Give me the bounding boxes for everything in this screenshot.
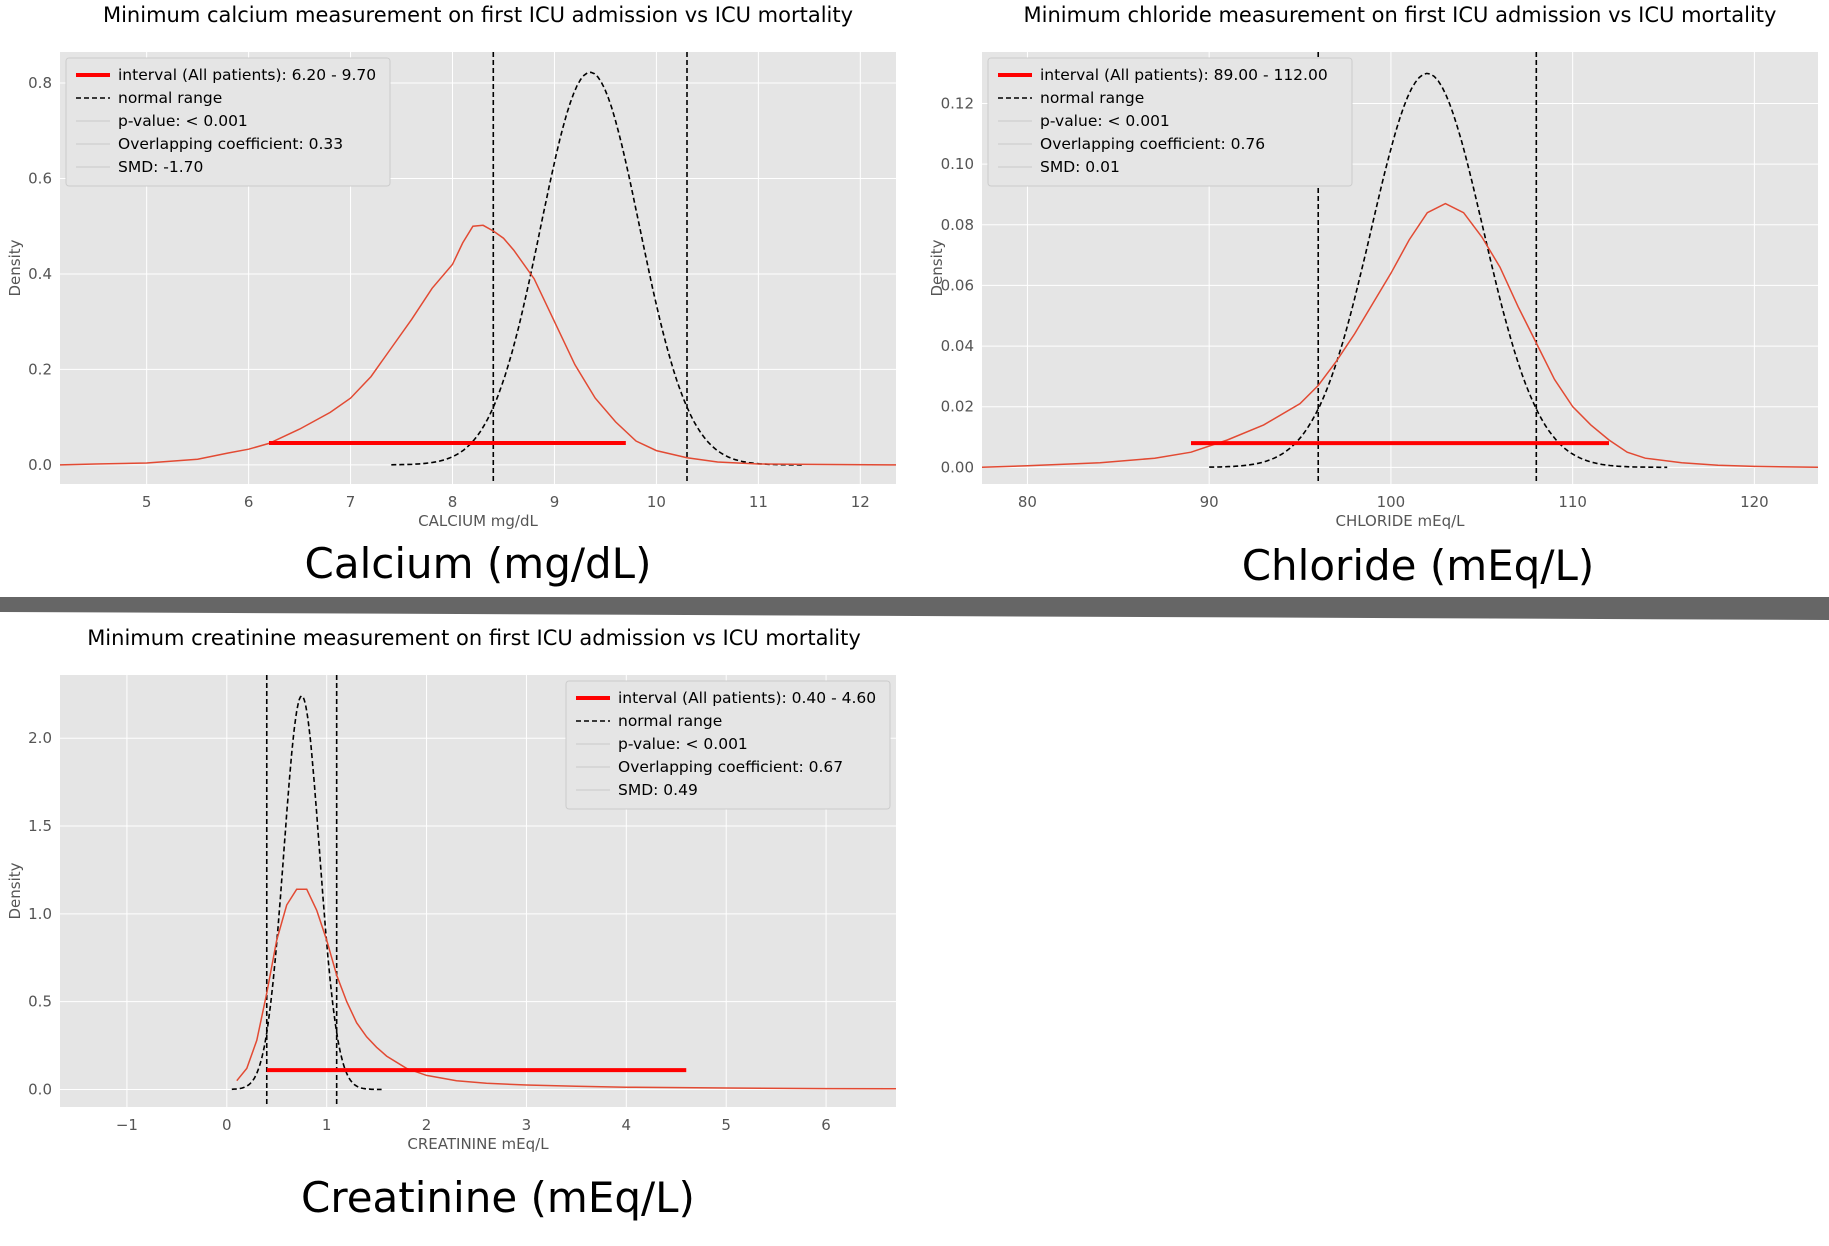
chart-title: Minimum calcium measurement on first ICU… bbox=[103, 3, 853, 27]
panel-caption: Calcium (mg/dL) bbox=[305, 539, 652, 588]
density-curve bbox=[236, 888, 896, 1090]
x-tick-label: 80 bbox=[1018, 493, 1037, 511]
legend-label: Overlapping coefficient: 0.67 bbox=[618, 758, 843, 776]
chloride-chart: 80 90 100 110 120 0.00 0.02 0.04 0.06 0.08 0.10 0.1… bbox=[928, 3, 1818, 590]
x-tick-label: −1 bbox=[116, 1116, 138, 1134]
y-tick-label: 0.10 bbox=[941, 155, 974, 173]
legend-label: interval (All patients): 6.20 - 9.70 bbox=[118, 66, 376, 84]
y-axis-label: Density bbox=[6, 862, 24, 919]
legend-label: p-value: < 0.001 bbox=[118, 112, 248, 130]
legend-label: SMD: -1.70 bbox=[118, 158, 203, 176]
x-tick-label: 6 bbox=[244, 493, 254, 511]
legend-box bbox=[987, 57, 1353, 187]
legend-label: SMD: 0.49 bbox=[618, 781, 698, 799]
x-tick-label: 1 bbox=[322, 1116, 332, 1134]
x-tick-label: 12 bbox=[851, 493, 870, 511]
y-tick-label: 0.04 bbox=[941, 337, 974, 355]
legend-label: interval (All patients): 0.40 - 4.60 bbox=[618, 689, 876, 707]
chart-title: Minimum chloride measurement on first IC… bbox=[1024, 3, 1777, 27]
x-tick-label: 4 bbox=[622, 1116, 632, 1134]
y-tick-label: 0.12 bbox=[941, 95, 974, 113]
chart-title: Minimum creatinine measurement on first … bbox=[87, 626, 861, 650]
x-axis-label: CHLORIDE mEq/L bbox=[1335, 512, 1465, 530]
x-tick-label: 3 bbox=[522, 1116, 532, 1134]
x-tick-label: 2 bbox=[422, 1116, 432, 1134]
legend-label: normal range bbox=[1040, 89, 1144, 107]
x-tick-label: 100 bbox=[1377, 493, 1406, 511]
x-tick-label: 7 bbox=[346, 493, 356, 511]
x-axis-label: CREATININE mEq/L bbox=[407, 1135, 549, 1153]
y-tick-label: 0.08 bbox=[941, 216, 974, 234]
density-curve bbox=[982, 202, 1818, 469]
x-tick-label: 5 bbox=[721, 1116, 731, 1134]
calcium-chart: 5 6 7 8 9 10 11 12 0.0 0.2 0.4 0.6 0.8 CALCIUM mg/dL D… bbox=[6, 3, 896, 588]
x-tick-label: 6 bbox=[821, 1116, 831, 1134]
legend: interval (All patients): 6.20 - 9.70 norm… bbox=[65, 57, 391, 187]
y-tick-label: 0.00 bbox=[941, 458, 974, 476]
y-tick-label: 0.5 bbox=[28, 993, 52, 1011]
legend-label: normal range bbox=[118, 89, 222, 107]
y-tick-label: 0.8 bbox=[28, 74, 52, 92]
y-axis-label: Density bbox=[928, 239, 946, 296]
y-axis-label: Density bbox=[6, 239, 24, 296]
x-axis-label: CALCIUM mg/dL bbox=[418, 512, 538, 530]
normal-distribution-curve bbox=[1209, 72, 1668, 469]
x-tick-label: 90 bbox=[1200, 493, 1219, 511]
x-tick-label: 110 bbox=[1558, 493, 1587, 511]
legend-box bbox=[65, 57, 391, 187]
y-tick-label: 0.6 bbox=[28, 169, 52, 187]
x-tick-label: 120 bbox=[1740, 493, 1769, 511]
legend: interval (All patients): 89.00 - 112.00 n… bbox=[987, 57, 1353, 187]
legend-label: Overlapping coefficient: 0.76 bbox=[1040, 135, 1265, 153]
x-tick-label: 9 bbox=[550, 493, 560, 511]
y-tick-label: 0.06 bbox=[941, 276, 974, 294]
y-tick-label: 1.5 bbox=[28, 817, 52, 835]
x-tick-label: 0 bbox=[222, 1116, 232, 1134]
x-tick-label: 5 bbox=[142, 493, 152, 511]
y-tick-label: 0.02 bbox=[941, 398, 974, 416]
plot-marks bbox=[60, 52, 896, 484]
legend-label: p-value: < 0.001 bbox=[618, 735, 748, 753]
y-tick-label: 1.0 bbox=[28, 905, 52, 923]
legend-label: normal range bbox=[618, 712, 722, 730]
plot-marks bbox=[231, 675, 896, 1107]
legend-box bbox=[565, 680, 891, 810]
x-tick-label: 8 bbox=[448, 493, 458, 511]
y-tick-label: 2.0 bbox=[28, 729, 52, 747]
legend-label: interval (All patients): 89.00 - 112.00 bbox=[1040, 66, 1328, 84]
density-curve bbox=[60, 224, 896, 466]
section-divider bbox=[0, 597, 1829, 620]
y-tick-label: 0.4 bbox=[28, 265, 52, 283]
x-tick-label: 11 bbox=[749, 493, 768, 511]
y-tick-label: 0.2 bbox=[28, 360, 52, 378]
y-tick-label: 0.0 bbox=[28, 1080, 52, 1098]
legend-label: SMD: 0.01 bbox=[1040, 158, 1120, 176]
legend-label: Overlapping coefficient: 0.33 bbox=[118, 135, 343, 153]
y-tick-label: 0.0 bbox=[28, 456, 52, 474]
panel-caption: Creatinine (mEq/L) bbox=[301, 1173, 695, 1222]
normal-distribution-curve bbox=[391, 71, 805, 466]
creatinine-chart: −1 0 1 2 3 4 5 6 0.0 0.5 1.0 1.5 2.0 CREATININE mEq/L… bbox=[6, 626, 896, 1222]
normal-distribution-curve bbox=[231, 694, 382, 1091]
legend: interval (All patients): 0.40 - 4.60 norm… bbox=[565, 680, 891, 810]
legend-label: p-value: < 0.001 bbox=[1040, 112, 1170, 130]
x-tick-label: 10 bbox=[647, 493, 666, 511]
panel-caption: Chloride (mEq/L) bbox=[1242, 541, 1595, 590]
